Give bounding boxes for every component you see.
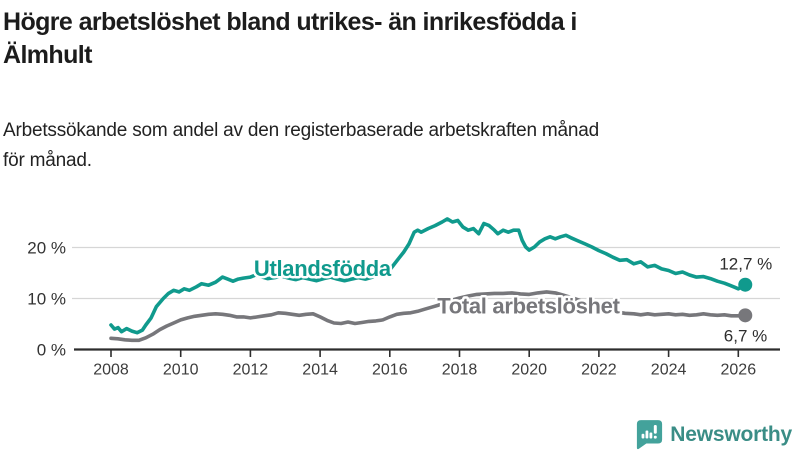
series-inline-label-0: Utlandsfödda — [254, 256, 392, 281]
chart-subtitle: Arbetssökande som andel av den registerb… — [3, 116, 800, 176]
x-axis-label-2026: 2026 — [721, 362, 757, 379]
chart-subtitle-line-1: Arbetssökande som andel av den registerb… — [3, 120, 600, 141]
x-axis-label-2022: 2022 — [581, 362, 617, 379]
newsworthy-speech-bubble-bar-chart-icon — [637, 420, 663, 450]
series-end-value-label-0: 12,7 % — [719, 255, 772, 274]
x-axis-label-2014: 2014 — [302, 362, 338, 379]
chart-title: Högre arbetslöshet bland utrikes- än inr… — [3, 6, 800, 72]
series-end-dot-1 — [738, 308, 753, 323]
x-axis-label-2018: 2018 — [442, 362, 478, 379]
y-axis-label-10: 10 % — [27, 290, 66, 309]
x-axis-label-2016: 2016 — [372, 362, 408, 379]
series-line-1 — [109, 290, 748, 343]
x-axis-label-2010: 2010 — [163, 362, 199, 379]
unemployment-line-chart: 0 % 10 % 20 % 2008 2010 2012 2014 2016 2018 2020 2… — [27, 217, 780, 379]
series-inline-label-1: Total arbetslöshet — [437, 293, 620, 318]
x-axis-label-2020: 2020 — [511, 362, 547, 379]
chart-title-line-1: Högre arbetslöshet bland utrikes- än inr… — [3, 8, 577, 36]
x-axis-label-2024: 2024 — [651, 362, 687, 379]
chart-subtitle-line-2: för månad. — [3, 150, 92, 171]
x-axis-label-2012: 2012 — [233, 362, 269, 379]
newsworthy-wordmark: Newsworthy — [670, 422, 792, 446]
chart-area: 0 % 10 % 20 % 2008 2010 2012 2014 2016 2018 2020 2… — [0, 192, 800, 392]
newsworthy-logo[interactable]: Newsworthy — [636, 419, 792, 450]
series-end-value-label-1: 6,7 % — [724, 326, 767, 345]
chart-title-line-2: Älmhult — [3, 41, 92, 69]
series-end-dot-0 — [738, 277, 753, 292]
x-axis-label-2008: 2008 — [93, 362, 129, 379]
y-axis-label-20: 20 % — [27, 239, 66, 258]
series-line-0 — [109, 217, 748, 335]
y-axis-label-0: 0 % — [37, 341, 66, 360]
chart-page: Högre arbetslöshet bland utrikes- än inr… — [0, 6, 800, 450]
